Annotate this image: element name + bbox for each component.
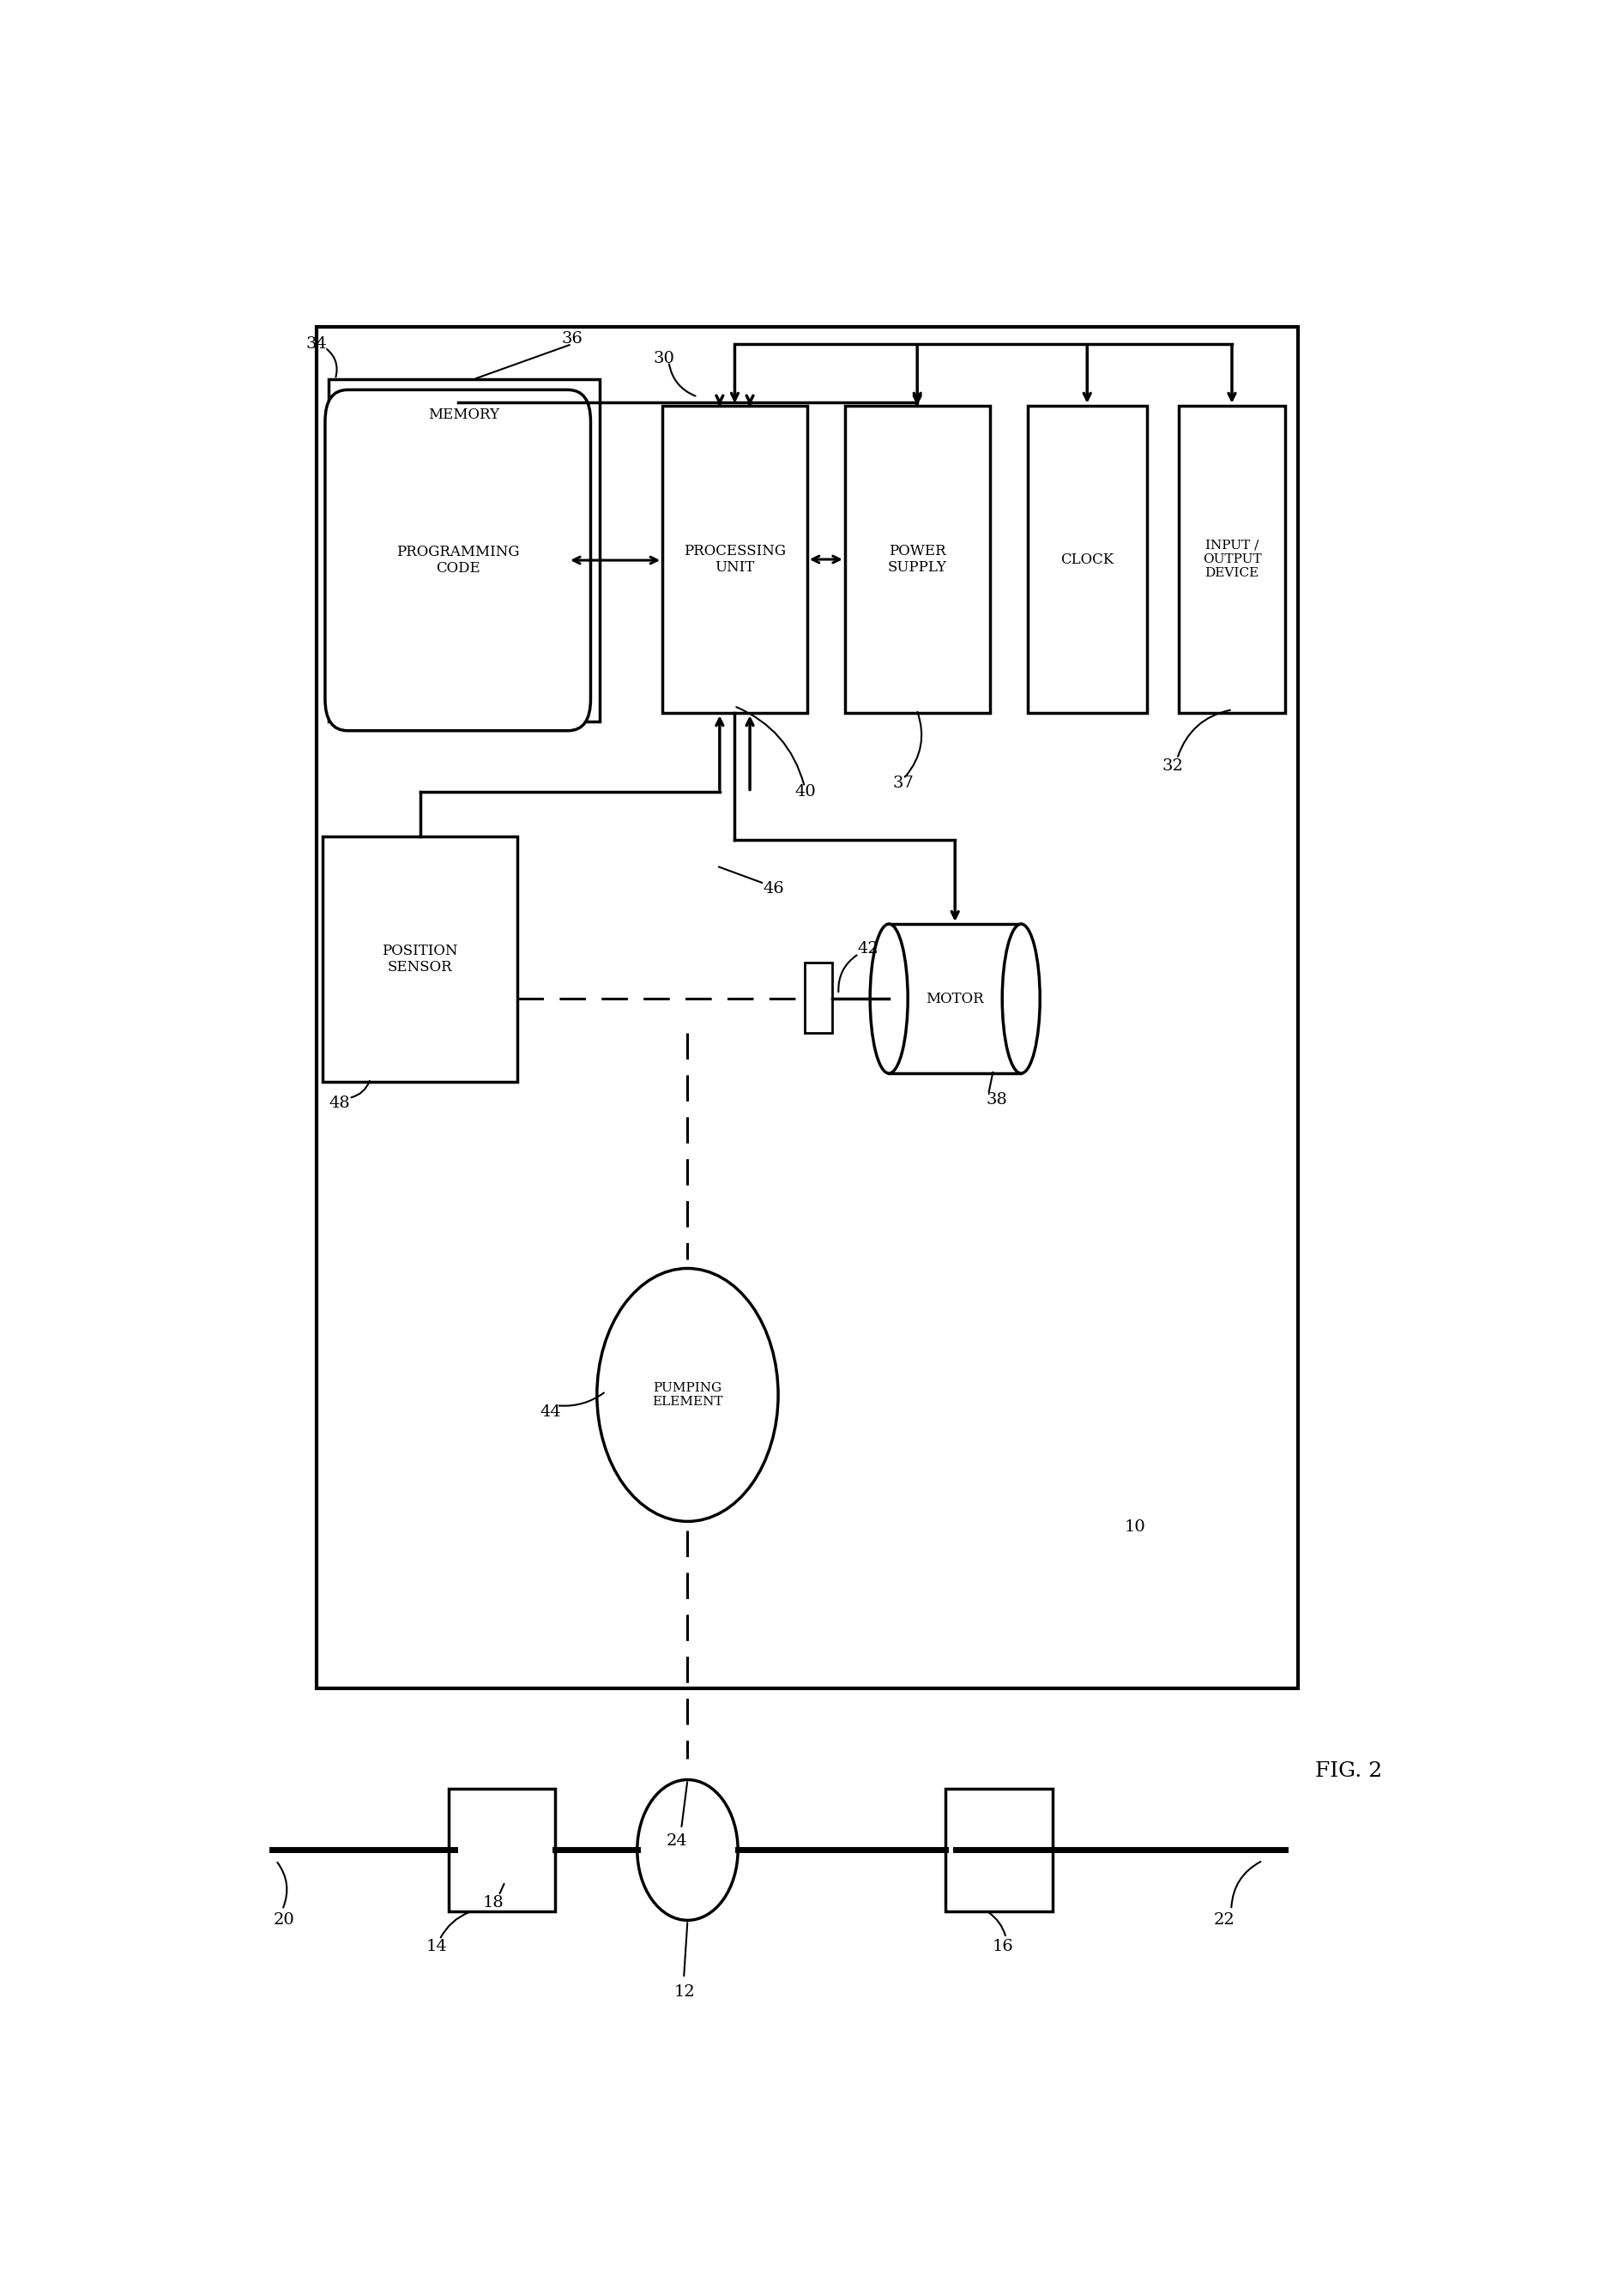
Text: 34: 34 <box>307 335 328 351</box>
FancyBboxPatch shape <box>844 406 989 712</box>
Text: 10: 10 <box>1124 1520 1145 1534</box>
FancyBboxPatch shape <box>888 924 1021 1073</box>
Text: 42: 42 <box>857 940 879 956</box>
Text: 44: 44 <box>541 1406 562 1419</box>
Text: 48: 48 <box>328 1095 351 1111</box>
Text: POWER
SUPPLY: POWER SUPPLY <box>888 543 947 575</box>
Text: PROCESSING
UNIT: PROCESSING UNIT <box>684 543 786 575</box>
Text: FIG. 2: FIG. 2 <box>1315 1762 1382 1780</box>
FancyBboxPatch shape <box>325 390 591 730</box>
FancyBboxPatch shape <box>1179 406 1286 712</box>
FancyBboxPatch shape <box>448 1789 555 1912</box>
FancyBboxPatch shape <box>1028 406 1147 712</box>
Text: 18: 18 <box>482 1894 503 1910</box>
FancyBboxPatch shape <box>804 963 833 1034</box>
Text: 12: 12 <box>674 1985 695 1999</box>
Text: 32: 32 <box>1163 758 1184 774</box>
Text: 20: 20 <box>273 1912 294 1928</box>
Text: 36: 36 <box>562 331 583 347</box>
FancyBboxPatch shape <box>317 326 1298 1689</box>
Text: 14: 14 <box>425 1940 447 1953</box>
Text: MOTOR: MOTOR <box>926 990 984 1006</box>
FancyBboxPatch shape <box>945 1789 1052 1912</box>
Text: CLOCK: CLOCK <box>1060 552 1114 566</box>
Text: 38: 38 <box>986 1093 1007 1107</box>
Text: 16: 16 <box>992 1940 1013 1953</box>
Text: 22: 22 <box>1213 1912 1234 1928</box>
FancyBboxPatch shape <box>323 835 518 1082</box>
Text: POSITION
SENSOR: POSITION SENSOR <box>382 942 458 974</box>
Text: MEMORY: MEMORY <box>429 406 500 422</box>
Circle shape <box>598 1269 778 1522</box>
FancyBboxPatch shape <box>663 406 807 712</box>
Text: 40: 40 <box>794 785 815 801</box>
FancyBboxPatch shape <box>328 379 599 721</box>
Ellipse shape <box>1002 924 1039 1073</box>
Circle shape <box>637 1780 737 1919</box>
Text: INPUT /
OUTPUT
DEVICE: INPUT / OUTPUT DEVICE <box>1202 539 1262 580</box>
Text: 24: 24 <box>666 1832 687 1848</box>
Text: PUMPING
ELEMENT: PUMPING ELEMENT <box>653 1383 723 1408</box>
Text: 30: 30 <box>653 351 676 365</box>
Text: 46: 46 <box>763 881 784 897</box>
Text: 37: 37 <box>893 776 914 792</box>
Text: PROGRAMMING
CODE: PROGRAMMING CODE <box>396 545 520 575</box>
Ellipse shape <box>870 924 908 1073</box>
